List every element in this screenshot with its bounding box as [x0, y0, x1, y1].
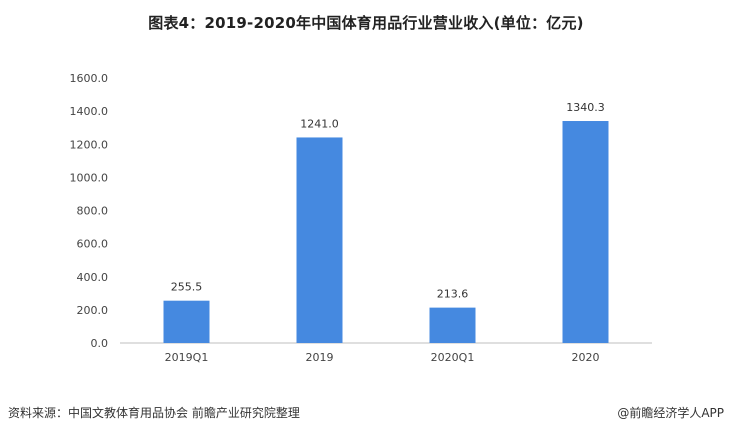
brand-credit: @前瞻经济学人APP [617, 406, 724, 420]
x-tick-label-2020: 2020 [572, 351, 600, 364]
x-tick-label-2020Q1: 2020Q1 [431, 351, 475, 364]
data-label-2020Q1: 213.6 [437, 288, 469, 301]
y-tick-label: 400.0 [77, 271, 109, 284]
y-tick-label: 1400.0 [70, 105, 109, 118]
source-note: 资料来源：中国文教体育用品协会 前瞻产业研究院整理 [8, 406, 300, 420]
bar-2019Q1 [163, 300, 210, 343]
bar-2020 [562, 121, 609, 343]
y-tick-label: 800.0 [77, 205, 109, 218]
data-label-2019Q1: 255.5 [171, 281, 203, 294]
chart-title: 图表4：2019-2020年中国体育用品行业营业收入(单位：亿元) [148, 14, 584, 32]
data-label-2020: 1340.3 [566, 101, 605, 114]
x-axis: 2019Q1 2019 2020Q1 2020 [120, 342, 652, 364]
y-tick-label: 1000.0 [70, 171, 109, 184]
bars [163, 121, 609, 343]
bar-2019 [296, 137, 343, 343]
y-tick-label: 200.0 [77, 304, 109, 317]
data-labels: 255.5 1241.0 213.6 1340.3 [171, 101, 605, 301]
x-tick-label-2019: 2019 [306, 351, 334, 364]
y-tick-label: 1600.0 [70, 72, 109, 85]
y-tick-label: 0.0 [91, 337, 109, 350]
y-tick-label: 1200.0 [70, 138, 109, 151]
y-tick-label: 600.0 [77, 238, 109, 251]
x-tick-label-2019Q1: 2019Q1 [165, 351, 209, 364]
data-label-2019: 1241.0 [300, 117, 339, 130]
y-axis: 0.0 200.0 400.0 600.0 800.0 1000.0 1200.0 1400.… [70, 72, 109, 350]
bar-2020Q1 [429, 307, 476, 343]
